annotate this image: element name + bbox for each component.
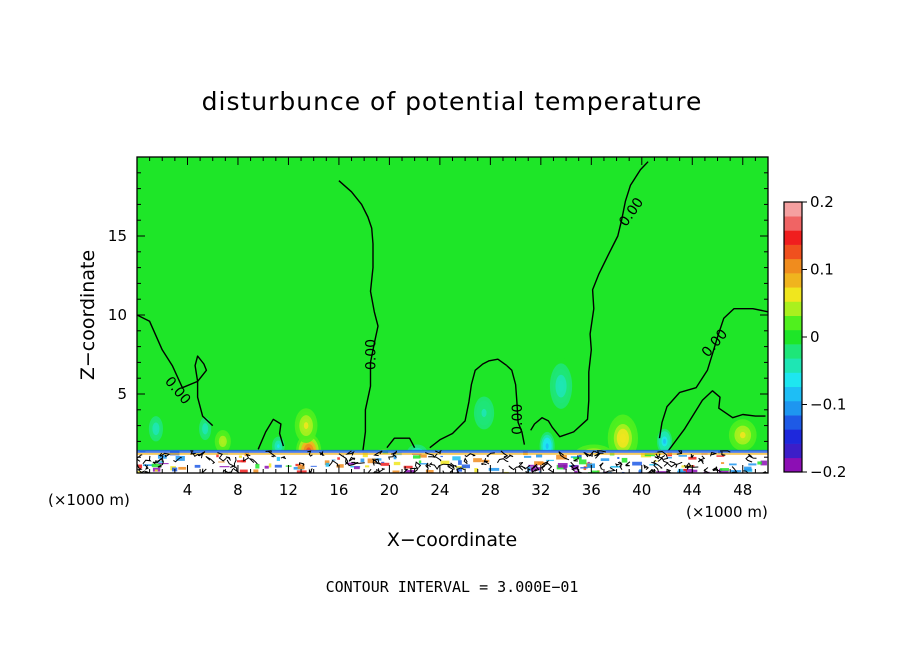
y-axis-label: Z−coordinate bbox=[77, 250, 99, 380]
zero-contour-8 bbox=[194, 355, 208, 382]
x-tick-label-10: 44 bbox=[683, 481, 702, 499]
x-unit-right: (×1000 m) bbox=[686, 503, 768, 521]
zero-contour-7 bbox=[666, 390, 766, 453]
zero-contour-5 bbox=[506, 365, 526, 445]
x-unit-left: (×1000 m) bbox=[48, 491, 130, 509]
contour-label-0: 0.00 bbox=[364, 339, 380, 370]
x-tick-label-7: 32 bbox=[531, 481, 550, 499]
colorbar-tick-label-4: −0.2 bbox=[810, 463, 846, 481]
colorbar-segment-11 bbox=[784, 301, 802, 316]
contour-layer bbox=[137, 161, 768, 453]
colorbar-segment-12 bbox=[784, 287, 802, 302]
x-tick-label-2: 12 bbox=[279, 481, 298, 499]
colorbar-segment-16 bbox=[784, 230, 802, 245]
x-tick-label-6: 28 bbox=[481, 481, 500, 499]
cool-anomaly-7 bbox=[547, 357, 575, 415]
colorbar-segment-7 bbox=[784, 358, 802, 373]
zero-contour-2 bbox=[530, 161, 649, 438]
zero-contour-6 bbox=[257, 418, 285, 450]
warm-anomaly-3 bbox=[728, 419, 757, 451]
surface-turbulence-layer bbox=[137, 449, 768, 473]
x-axis-label: X−coordinate bbox=[387, 529, 517, 551]
colorbar-segment-6 bbox=[784, 372, 802, 388]
zero-contour-3 bbox=[658, 308, 768, 439]
warm-anomaly-4 bbox=[212, 427, 233, 456]
x-tick-label-8: 36 bbox=[582, 481, 601, 499]
colorbar-tick-label-1: 0.1 bbox=[810, 261, 834, 279]
warm-anomaly-1 bbox=[294, 408, 318, 443]
cool-anomaly-10 bbox=[147, 412, 165, 445]
colorbar-segment-18 bbox=[784, 202, 802, 217]
contour-label-4: 0.00 bbox=[510, 404, 526, 435]
x-axis: 4 8 12 16 20 24 28 32 36 40 44 48 bbox=[136, 157, 769, 499]
x-tick-label-3: 16 bbox=[329, 481, 348, 499]
colorbar-segment-13 bbox=[784, 273, 802, 288]
colorbar-segment-2 bbox=[784, 429, 802, 444]
colorbar-segment-1 bbox=[784, 443, 802, 459]
contour-interval-caption: CONTOUR INTERVAL = 3.000E−01 bbox=[326, 578, 579, 596]
colorbar-segment-10 bbox=[784, 315, 802, 331]
zero-contour-1 bbox=[338, 180, 379, 451]
x-tick-label-1: 8 bbox=[233, 481, 243, 499]
chart-title: disturbunce of potential temperature bbox=[202, 87, 703, 116]
plot-area: 0.000.000.000.000.00 bbox=[137, 157, 768, 473]
colorbar-segment-9 bbox=[784, 329, 802, 345]
colorbar-segment-5 bbox=[784, 386, 802, 402]
zero-contour-9 bbox=[386, 437, 416, 449]
zero-contour-4 bbox=[429, 358, 508, 449]
x-tick-label-5: 24 bbox=[430, 481, 449, 499]
x-tick-label-4: 20 bbox=[380, 481, 399, 499]
y-axis: 5 10 15 bbox=[108, 156, 768, 474]
colorbar bbox=[783, 201, 803, 473]
colorbar-tick-label-3: −0.1 bbox=[810, 396, 846, 414]
colorbar-segment-3 bbox=[784, 415, 802, 430]
cool-anomaly-9 bbox=[656, 428, 673, 455]
x-tick-label-11: 48 bbox=[733, 481, 752, 499]
x-tick-label-9: 40 bbox=[632, 481, 651, 499]
colorbar-tick-label-2: 0 bbox=[810, 328, 820, 346]
x-tick-label-0: 4 bbox=[183, 481, 193, 499]
plot-background bbox=[137, 157, 768, 473]
cool-anomaly-12 bbox=[471, 392, 497, 434]
colorbar-segment-4 bbox=[784, 400, 802, 416]
colorbar-segment-14 bbox=[784, 258, 802, 274]
colorbar-segment-8 bbox=[784, 344, 802, 359]
colorbar-tick-label-0: 0.2 bbox=[810, 193, 834, 211]
zero-contour-0 bbox=[137, 314, 214, 427]
y-tick-label-2: 15 bbox=[108, 227, 127, 245]
colorbar-ticks: 0.2 0.1 0 −0.1 −0.2 bbox=[802, 193, 846, 481]
colorbar-segment-15 bbox=[784, 244, 802, 260]
y-tick-label-0: 5 bbox=[117, 385, 127, 403]
colorbar-segment-17 bbox=[784, 216, 802, 231]
colorbar-segment-0 bbox=[784, 457, 802, 473]
y-tick-label-1: 10 bbox=[108, 306, 127, 324]
